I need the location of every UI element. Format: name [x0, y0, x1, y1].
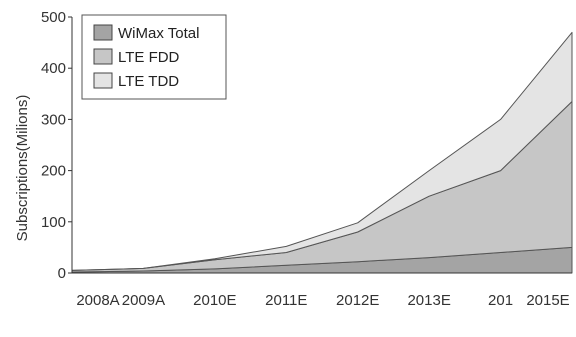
x-tick-label: 2008A: [76, 292, 119, 309]
x-tick-label: 2010E: [193, 292, 236, 309]
legend: WiMax Total LTE FDD LTE TDD: [81, 14, 227, 100]
y-ticks: 0 100 200 300 400 500: [41, 9, 72, 282]
legend-swatch-wimax: [93, 24, 113, 41]
y-tick-label: 500: [41, 9, 66, 26]
legend-swatch-lte-tdd: [93, 72, 113, 89]
axes: [71, 17, 572, 274]
y-tick-label: 400: [41, 60, 66, 77]
x-tick-label: 2011E: [265, 292, 307, 309]
y-tick-label: 200: [41, 163, 66, 180]
legend-label-lte-fdd: LTE FDD: [118, 49, 180, 66]
y-axis-title: Subscriptions(Milions): [14, 95, 31, 242]
y-tick-label: 300: [41, 111, 66, 128]
x-tick-label: 201: [488, 292, 513, 309]
legend-label-wimax: WiMax Total: [118, 25, 199, 42]
legend-swatch-lte-fdd: [93, 48, 113, 65]
legend-label-lte-tdd: LTE TDD: [118, 73, 179, 90]
x-tick-label: 2013E: [407, 292, 450, 309]
x-tick-label: 2015E: [526, 292, 569, 309]
y-tick-label: 0: [58, 265, 66, 282]
x-ticks: 2008A 2009A 2010E 2011E 2012E 2013E 201 2015E: [76, 292, 569, 309]
x-tick-label: 2009A: [122, 292, 165, 309]
x-tick-label: 2012E: [336, 292, 379, 309]
area-lte-tdd: [71, 31, 573, 271]
y-tick-label: 100: [41, 214, 66, 231]
